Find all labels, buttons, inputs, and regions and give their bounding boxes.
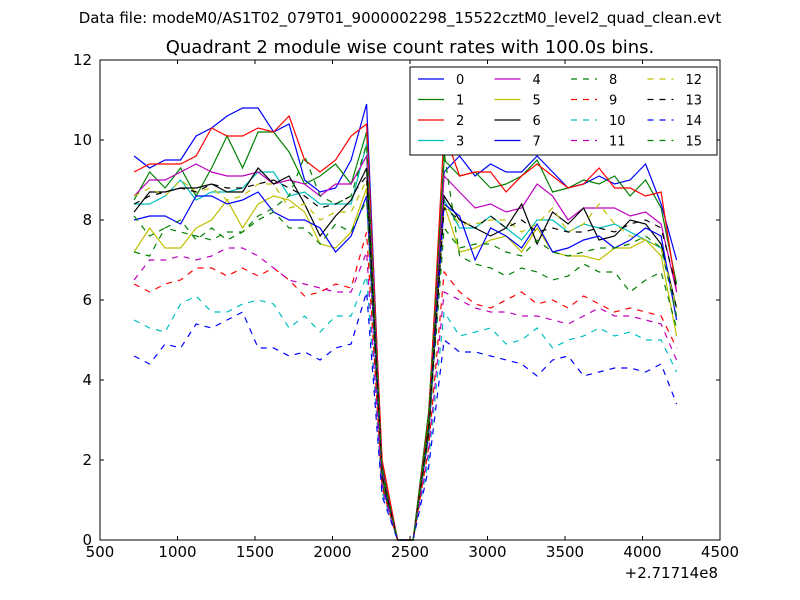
series-line-8 <box>133 197 678 541</box>
x-tick-label: 2500 <box>391 543 429 561</box>
series-line-14 <box>133 291 678 541</box>
legend-label-9: 9 <box>609 94 617 109</box>
legend-label-12: 12 <box>686 73 703 88</box>
legend-box <box>409 66 718 156</box>
y-tick-label: 6 <box>82 291 92 309</box>
series-line-0 <box>133 103 678 541</box>
legend-label-15: 15 <box>686 135 703 150</box>
y-tick-label: 0 <box>82 531 92 549</box>
series-line-15 <box>133 143 678 541</box>
legend-label-7: 7 <box>533 135 541 150</box>
legend-label-14: 14 <box>686 114 703 129</box>
x-tick-label: 4000 <box>623 543 661 561</box>
legend-label-5: 5 <box>533 94 541 109</box>
series-line-2 <box>133 114 678 541</box>
x-tick-label: 3500 <box>546 543 584 561</box>
x-tick-label: 500 <box>86 543 115 561</box>
series-line-6 <box>133 167 678 541</box>
series-line-9 <box>133 231 678 541</box>
legend-label-4: 4 <box>533 73 541 88</box>
legend-label-13: 13 <box>686 94 703 109</box>
x-tick-label: 4500 <box>701 543 739 561</box>
series-layer <box>133 103 678 541</box>
legend-label-0: 0 <box>456 73 464 88</box>
legend-label-2: 2 <box>456 114 464 129</box>
x-tick-label: 3000 <box>468 543 506 561</box>
ticks-layer: 500 1000 1500 2000 2500 3000 3500 4000 4500 0 2 4 6 8… <box>73 51 739 561</box>
series-line-3 <box>134 143 678 541</box>
y-tick-label: 12 <box>73 51 92 69</box>
series-line-4 <box>133 153 678 541</box>
legend-label-10: 10 <box>609 114 626 129</box>
legend-label-3: 3 <box>456 135 464 150</box>
legend-label-8: 8 <box>609 73 617 88</box>
y-tick-label: 8 <box>82 211 92 229</box>
series-line-11 <box>133 247 678 541</box>
y-tick-label: 4 <box>82 371 92 389</box>
legend-label-11: 11 <box>609 135 626 150</box>
series-line-1 <box>133 131 678 541</box>
series-line-5 <box>133 187 678 541</box>
suptitle: Data file: modeM0/AS1T02_079T01_90000022… <box>79 9 722 28</box>
x-tick-label: 1500 <box>236 543 274 561</box>
chart-title: Quadrant 2 module wise count rates with … <box>166 37 655 58</box>
legend-label-1: 1 <box>456 94 464 109</box>
series-line-12 <box>133 179 678 541</box>
series-line-13 <box>133 174 678 541</box>
legend-label-6: 6 <box>533 114 541 129</box>
series-line-7 <box>133 191 678 541</box>
x-tick-label: 2000 <box>313 543 351 561</box>
y-tick-label: 2 <box>82 451 92 469</box>
x-tick-label: 1000 <box>158 543 196 561</box>
series-line-10 <box>133 275 678 541</box>
y-tick-label: 10 <box>73 131 92 149</box>
x-axis-offset-label: +2.71714e8 <box>625 564 718 582</box>
